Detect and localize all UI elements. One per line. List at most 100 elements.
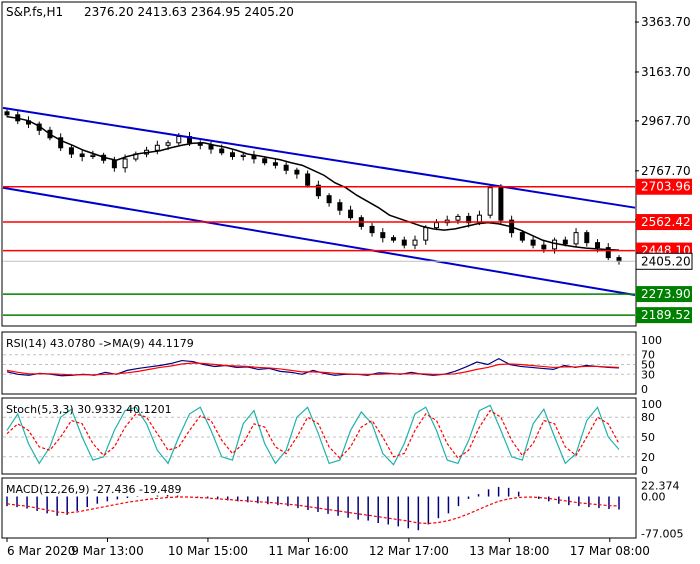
candle-body xyxy=(562,239,568,245)
candle-body xyxy=(176,136,182,144)
channel-line xyxy=(2,186,636,297)
price-tick-label: 2967.70 xyxy=(641,114,691,128)
candle-body xyxy=(605,247,611,259)
oscillator-series-line xyxy=(6,362,620,376)
candle-body xyxy=(595,242,601,249)
candle-body xyxy=(380,232,386,239)
candle-body xyxy=(391,237,397,241)
candle-body xyxy=(111,159,117,169)
candle-body xyxy=(337,202,343,211)
resistance-level-badge xyxy=(636,214,692,231)
candle-body xyxy=(283,164,289,171)
x-tick-label: 13 Mar 18:00 xyxy=(469,544,549,558)
oscillator-tick-label: 0 xyxy=(641,383,648,396)
oscillator-tick-label: 70 xyxy=(641,349,655,362)
candle-body xyxy=(262,158,268,164)
stoch-title: Stoch(5,3,3) 30.9332 40.1201 xyxy=(6,403,172,416)
support-level-badge xyxy=(636,286,692,303)
candle-body xyxy=(412,239,418,246)
candle-body xyxy=(122,158,128,169)
price-tick-label: 3163.70 xyxy=(641,65,691,79)
candle-body xyxy=(348,209,354,219)
candle-body xyxy=(433,222,439,229)
price-tick-label: 2767.70 xyxy=(641,164,691,178)
support-level-label: 2189.52 xyxy=(641,308,691,322)
oscillator-tick-label: 50 xyxy=(641,359,655,372)
candle-body xyxy=(498,187,504,221)
macd-tick-label: 0.00 xyxy=(641,491,666,504)
support-level-label: 2273.90 xyxy=(641,287,691,301)
candle-body xyxy=(519,232,525,241)
candle-body xyxy=(208,144,214,150)
candle-body xyxy=(165,142,171,146)
candle-body xyxy=(154,144,160,151)
x-tick-label: 9 Mar 13:00 xyxy=(71,544,144,558)
macd-pane-frame xyxy=(1,477,637,539)
candle-body xyxy=(552,239,558,250)
oscillator-tick-label: 0 xyxy=(641,464,648,477)
candle-body xyxy=(487,187,493,216)
oscillator-tick-label: 30 xyxy=(641,368,655,381)
candle-body xyxy=(584,232,590,244)
x-tick-label: 10 Mar 15:00 xyxy=(168,544,248,558)
stoch-pane-frame xyxy=(1,397,637,475)
oscillator-tick-label: 80 xyxy=(641,411,655,424)
resistance-level-label: 2562.42 xyxy=(641,215,691,229)
candle-body xyxy=(573,232,579,245)
oscillator-series-line xyxy=(6,409,620,459)
candle-body xyxy=(68,147,74,155)
macd-layer xyxy=(6,486,620,531)
candle-body xyxy=(369,225,375,234)
rsi-pane-frame xyxy=(1,331,637,395)
current-price-label: 2405.20 xyxy=(641,254,691,268)
resistance-level-label: 2703.96 xyxy=(641,180,691,194)
oscillator-series-line xyxy=(6,357,620,377)
candle-body xyxy=(305,173,311,186)
candle-body xyxy=(315,184,321,197)
candle-body xyxy=(58,137,64,149)
x-tick-label: 17 Mar 08:00 xyxy=(570,544,650,558)
chart-symbol-label: S&P.fs,H1 xyxy=(6,5,63,19)
resistance-level-badge xyxy=(636,178,692,195)
candle-body xyxy=(294,169,300,175)
oscillator-tick-label: 20 xyxy=(641,451,655,464)
x-tick-label: 12 Mar 17:00 xyxy=(369,544,449,558)
candle-body xyxy=(4,111,10,116)
oscillator-tick-label: 100 xyxy=(641,398,662,411)
oscillator-tick-label: 100 xyxy=(641,334,662,347)
candle-body xyxy=(541,244,547,250)
support-level-badge xyxy=(636,307,692,324)
rsi-title: RSI(14) 43.0780 ->MA(9) 44.1179 xyxy=(6,337,194,350)
chart-ohlc-label: 2376.20 2413.63 2364.95 2405.20 xyxy=(84,5,294,19)
candle-body xyxy=(219,148,225,154)
candle-body xyxy=(90,154,96,158)
candle-body xyxy=(455,215,461,221)
candle-body xyxy=(272,162,278,166)
macd-title: MACD(12,26,9) -27.436 -19.489 xyxy=(6,483,181,496)
price-pane-frame xyxy=(1,1,637,327)
candle-body xyxy=(423,227,429,241)
macd-tick-label: 22.374 xyxy=(641,480,680,493)
price-layer xyxy=(2,106,636,316)
moving-average-line xyxy=(6,115,620,251)
channel-line xyxy=(2,106,636,209)
x-tick-label: 11 Mar 16:00 xyxy=(268,544,348,558)
candle-body xyxy=(401,239,407,246)
candle-body xyxy=(229,152,235,158)
x-tick-label: 6 Mar 2020 xyxy=(7,544,75,558)
rsi-layer xyxy=(6,357,620,377)
candle-body xyxy=(616,257,622,262)
macd-tick-label: -77.005 xyxy=(641,528,683,541)
axis-layer: 3363.703163.702967.702767.702571.702703.… xyxy=(6,15,693,558)
stoch-layer xyxy=(6,404,620,466)
candle-body xyxy=(326,195,332,204)
macd-signal-line xyxy=(6,496,620,525)
candle-body xyxy=(240,154,246,158)
candle-body xyxy=(530,239,536,246)
price-tick-label: 3363.70 xyxy=(641,15,691,29)
oscillator-tick-label: 50 xyxy=(641,431,655,444)
candle-body xyxy=(79,153,85,158)
